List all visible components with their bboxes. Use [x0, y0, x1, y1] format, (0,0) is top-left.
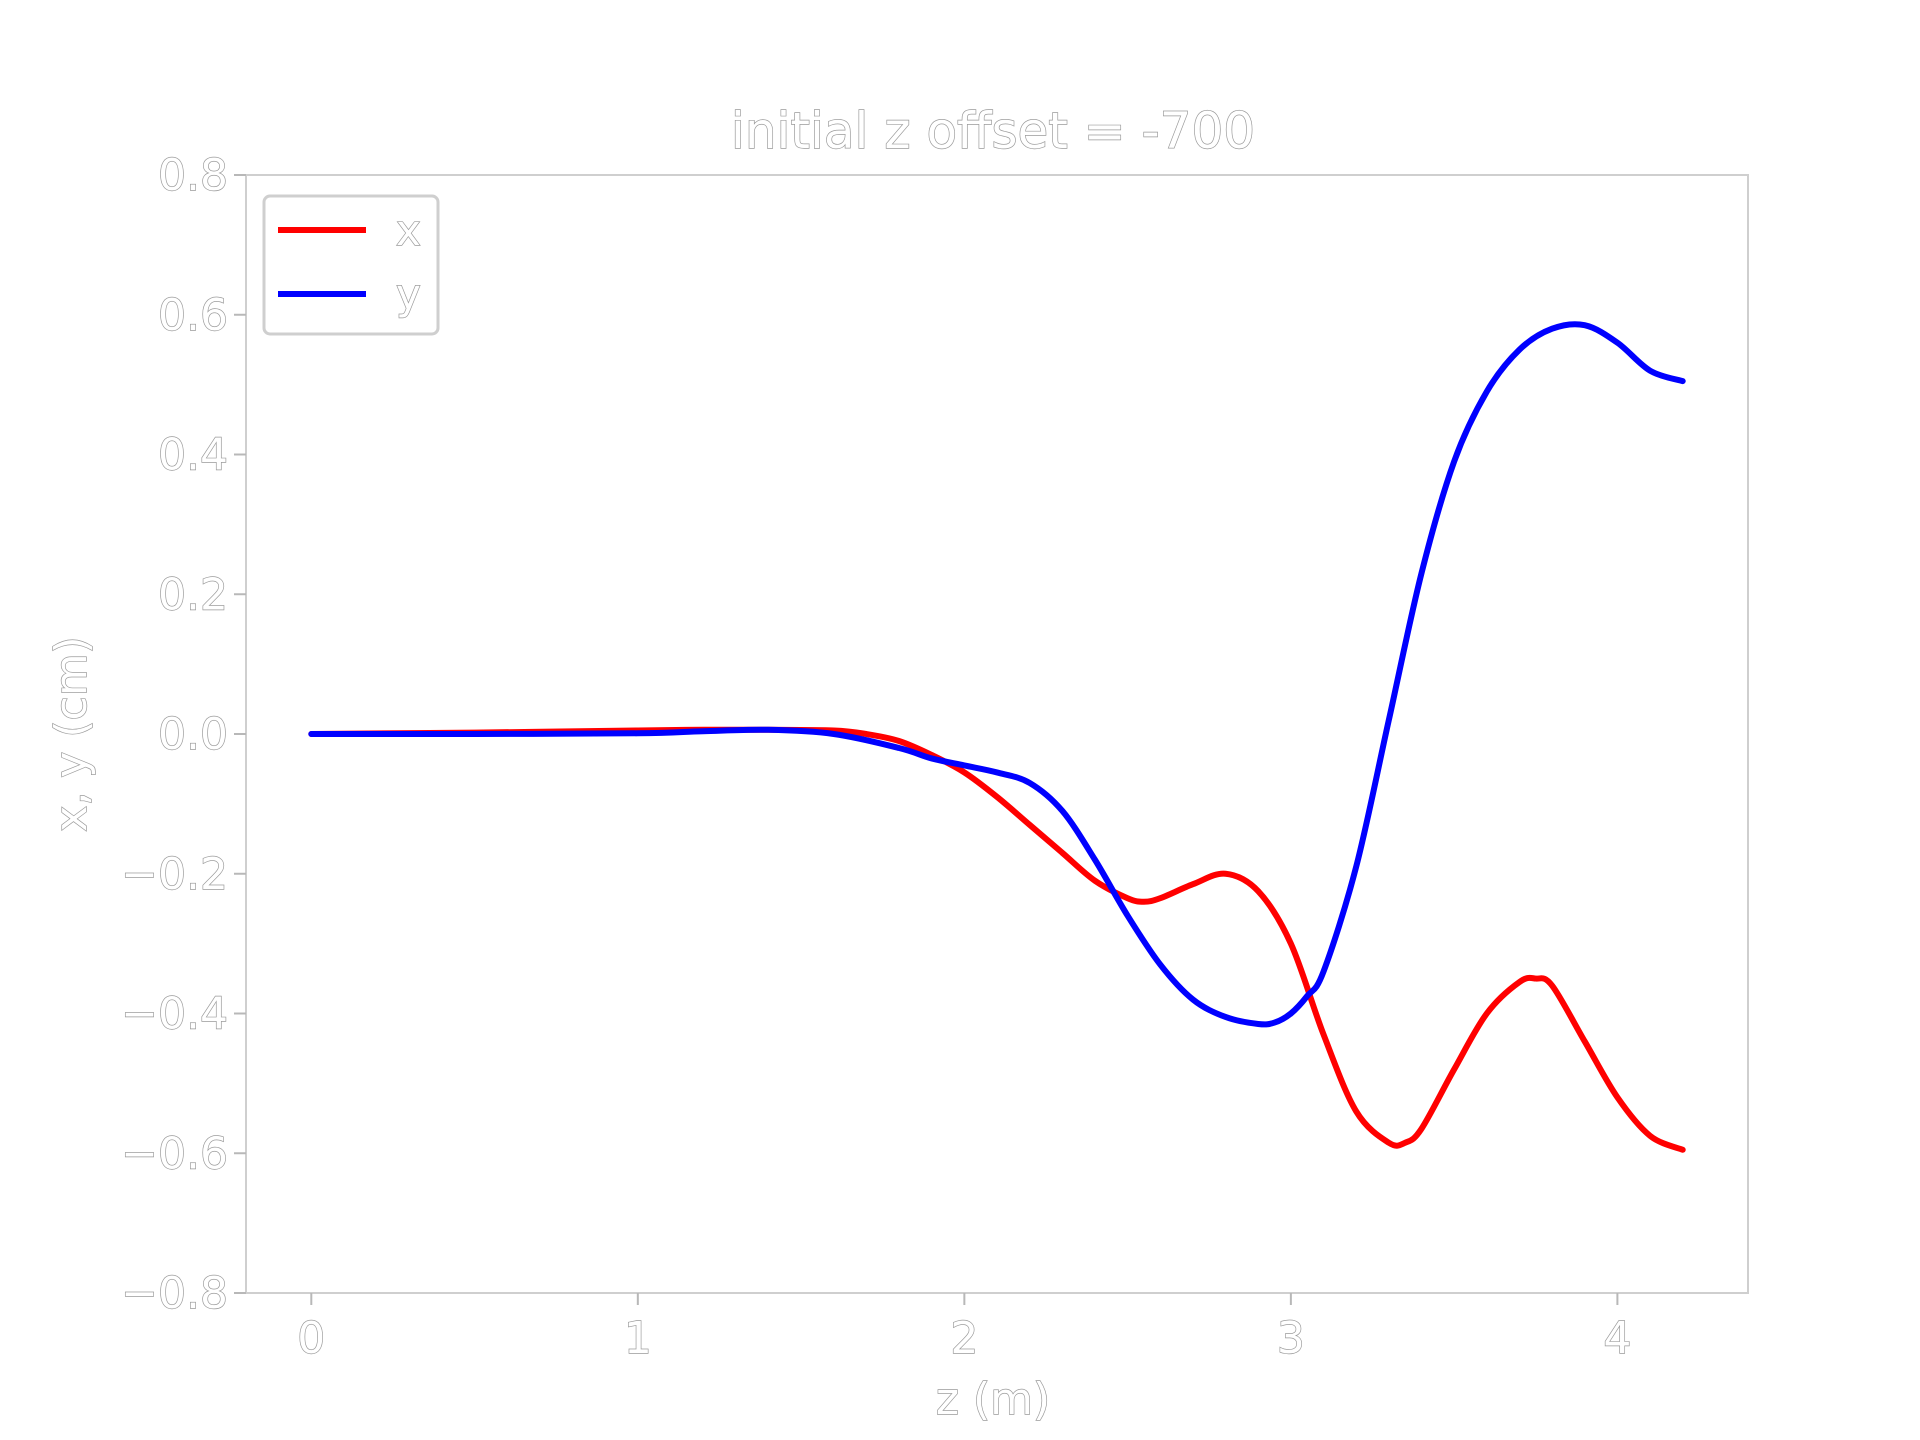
x-axis-label: z (m): [936, 1374, 1050, 1425]
x-axis: 0 1 2 3 4: [297, 1293, 1632, 1365]
y-tick-label: 0.6: [158, 290, 228, 341]
y-tick-label: −0.6: [121, 1128, 228, 1179]
series-line-x: [308, 726, 1686, 1153]
x-tick-label: 4: [1603, 1313, 1631, 1364]
legend: x y: [262, 194, 440, 336]
series-layer: [308, 321, 1686, 1153]
y-tick-label: −0.4: [121, 989, 228, 1040]
legend-label-x: x: [396, 206, 421, 255]
chart-title: initial z offset = -700: [731, 102, 1255, 160]
x-tick-label: 3: [1277, 1313, 1305, 1364]
series-line-y: [308, 321, 1686, 1028]
x-tick-label: 1: [624, 1313, 652, 1364]
y-axis: 0.8 0.6 0.4 0.2 0.0 −0.2 −0.4 −0.6 −0.8: [120, 149, 246, 1320]
y-tick-label: 0.2: [158, 569, 228, 620]
y-tick-label: 0.4: [158, 430, 228, 481]
x-tick-label: 0: [297, 1313, 325, 1364]
y-axis-label: x, y (cm): [46, 636, 97, 831]
x-tick-label: 2: [950, 1313, 978, 1364]
legend-label-y: y: [396, 270, 421, 319]
y-tick-label: −0.8: [121, 1268, 228, 1319]
y-tick-label: −0.2: [121, 849, 228, 900]
y-tick-label: 0.8: [158, 150, 228, 201]
y-tick-label: 0.0: [158, 709, 228, 760]
